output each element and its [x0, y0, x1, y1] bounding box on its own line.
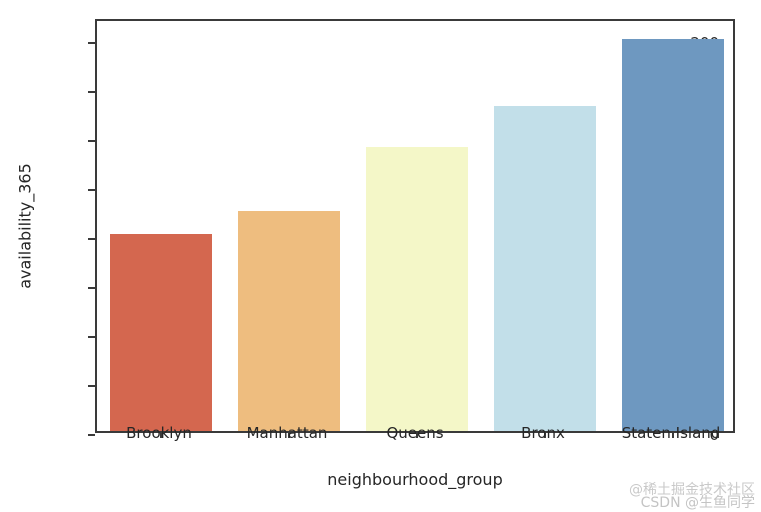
- x-tick-mark: [416, 431, 418, 438]
- watermark: @稀土掘金技术社区 CSDN @生鱼同学: [629, 482, 755, 511]
- watermark-line-2: CSDN @生鱼同学: [640, 495, 755, 511]
- y-axis-label: availability_365: [15, 163, 35, 289]
- x-tick-label-bronx: Bronx: [521, 424, 565, 442]
- x-tick-mark: [288, 431, 290, 438]
- y-tick-mark: [88, 90, 95, 93]
- x-tick-label-staten-island: Staten Island: [621, 424, 721, 442]
- y-tick-mark: [88, 188, 95, 191]
- bar-manhattan: [238, 211, 340, 431]
- y-tick-mark: [88, 237, 95, 240]
- plot-area: 0255075100125150175200: [88, 19, 735, 443]
- y-tick-mark: [88, 384, 95, 387]
- x-tick-mark: [672, 431, 674, 438]
- y-tick-label: 0: [709, 426, 719, 444]
- y-tick-mark: [88, 286, 95, 289]
- y-tick-mark: [88, 434, 95, 436]
- bar-bronx: [494, 105, 596, 431]
- x-tick-mark: [160, 431, 162, 438]
- x-tick-label-manhattan: Manhattan: [246, 424, 328, 442]
- x-tick-mark: [544, 431, 546, 438]
- x-tick-label-queens: Queens: [386, 424, 444, 442]
- x-tick-label-brooklyn: Brooklyn: [126, 424, 192, 442]
- x-axis-label: neighbourhood_group: [327, 470, 503, 489]
- bar-brooklyn: [110, 234, 212, 431]
- y-tick-mark: [88, 335, 95, 338]
- watermark-line-1: @稀土掘金技术社区: [629, 482, 755, 498]
- y-tick-mark: [88, 139, 95, 142]
- y-tick-mark: [88, 41, 95, 44]
- bar-queens: [366, 147, 468, 431]
- bar-staten-island: [622, 39, 724, 431]
